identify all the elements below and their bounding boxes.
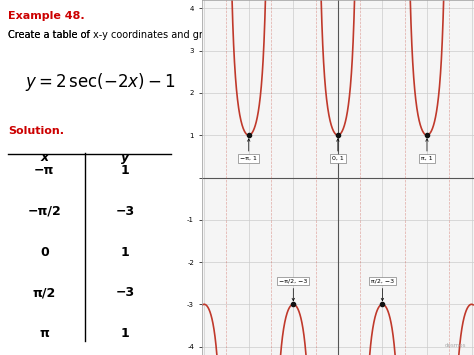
Text: −3: −3 (116, 286, 135, 299)
Text: 1: 1 (121, 327, 129, 340)
Text: Solution.: Solution. (8, 126, 64, 136)
Text: y: y (121, 151, 129, 164)
Text: −π, 1: −π, 1 (240, 139, 257, 161)
Text: −π/2, −3: −π/2, −3 (279, 279, 308, 301)
Text: −π: −π (34, 164, 55, 177)
Text: π, 1: π, 1 (421, 139, 433, 161)
Text: Create a table of: Create a table of (8, 30, 93, 40)
Text: π: π (39, 327, 49, 340)
Text: Example 48.: Example 48. (8, 11, 85, 21)
Text: desmos: desmos (444, 343, 466, 348)
Text: −π/2: −π/2 (27, 205, 61, 218)
Text: $y = 2\,\sec(-2x) - 1$: $y = 2\,\sec(-2x) - 1$ (26, 71, 176, 93)
Text: π/2: π/2 (33, 286, 56, 299)
Text: Create a table of x-y coordinates and graph the function.: Create a table of x-y coordinates and gr… (8, 30, 287, 40)
Text: 1: 1 (121, 164, 129, 177)
Text: 0, 1: 0, 1 (332, 139, 344, 161)
Text: 1: 1 (121, 246, 129, 258)
Text: 0: 0 (40, 246, 49, 258)
Text: x: x (40, 151, 48, 164)
Text: π/2, −3: π/2, −3 (371, 279, 394, 301)
Text: −3: −3 (116, 205, 135, 218)
